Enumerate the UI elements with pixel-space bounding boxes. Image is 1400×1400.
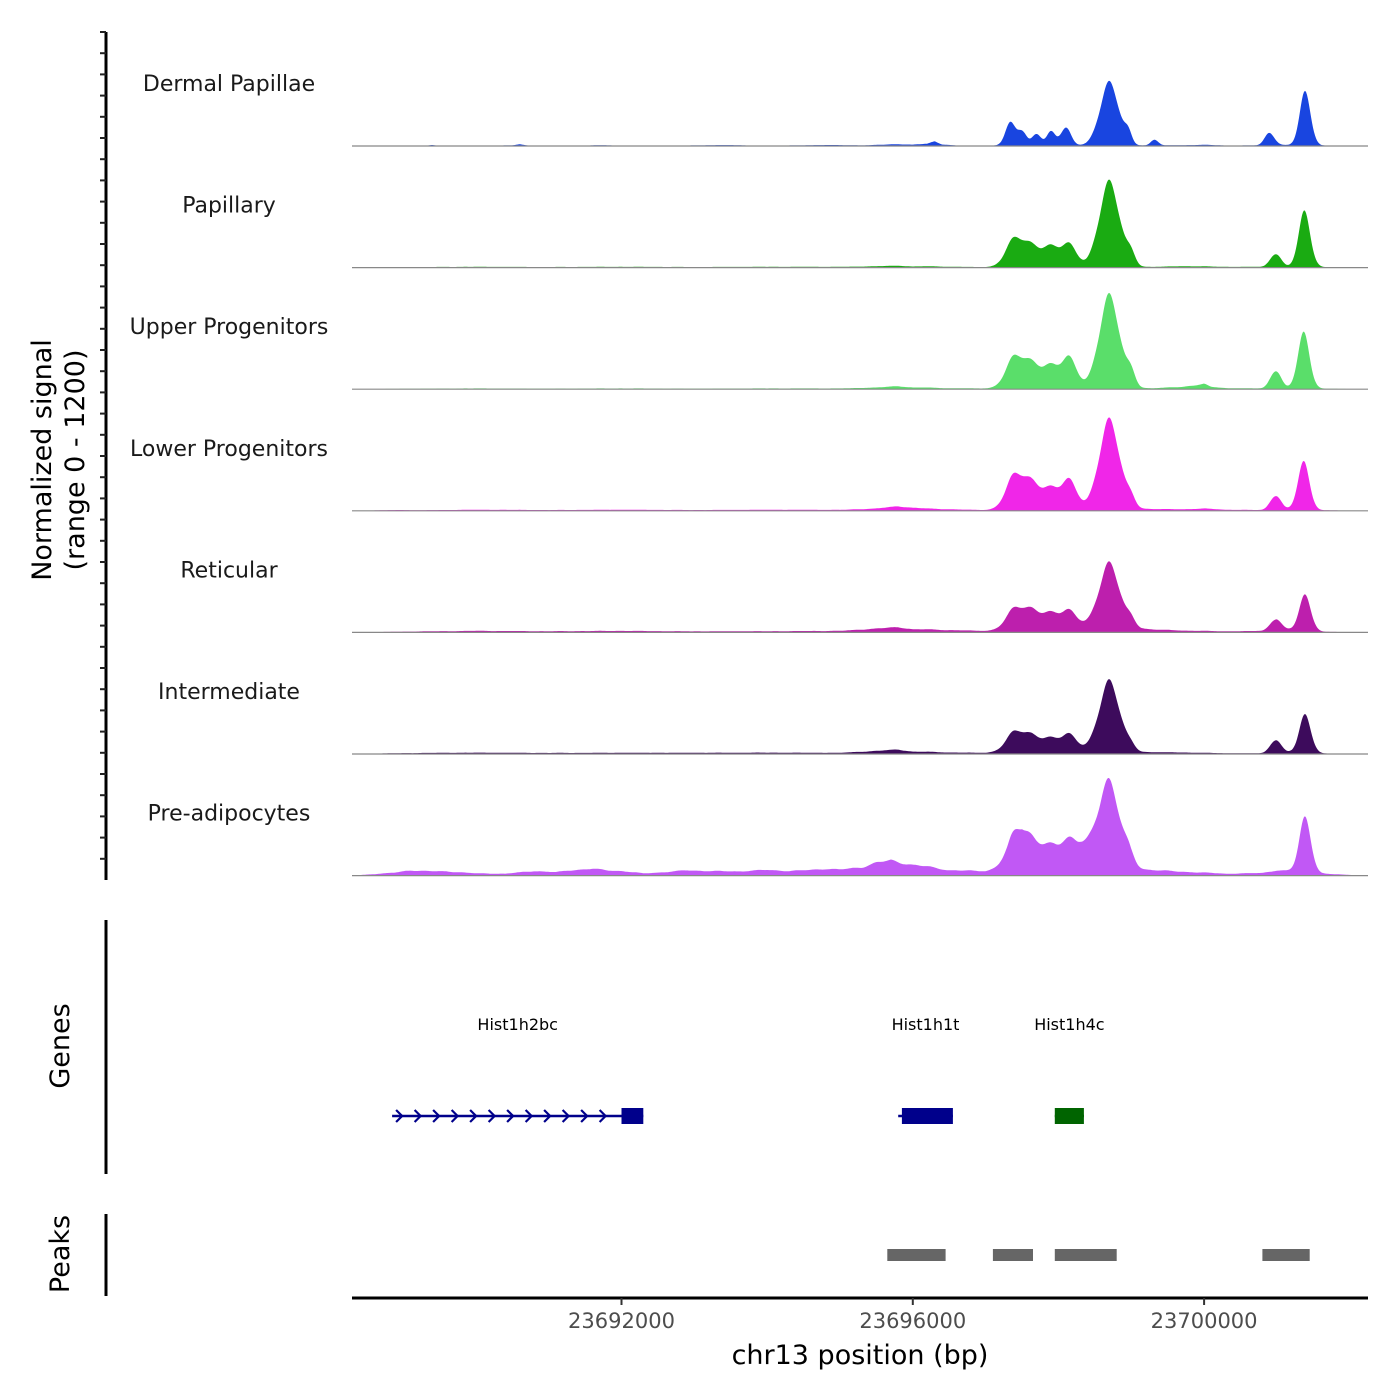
- peaks-axis-title: Peaks: [45, 1215, 76, 1293]
- track-label: Pre-adipocytes: [148, 802, 311, 827]
- strand-arrow: [432, 1109, 441, 1123]
- x-axis: 23692000 23696000 23700000: [352, 1296, 1368, 1333]
- signal-area: [352, 179, 1368, 268]
- gene-label: Hist1h2bc: [477, 1015, 558, 1034]
- gene-exon: [1054, 1108, 1084, 1124]
- strand-arrow: [524, 1109, 534, 1123]
- strand-arrow: [561, 1109, 571, 1123]
- strand-arrow: [469, 1109, 478, 1123]
- strand-arrow: [506, 1109, 515, 1123]
- x-tick-label: 23692000: [568, 1309, 675, 1333]
- signal-area: [352, 778, 1368, 876]
- x-tick-label: 23700000: [1151, 1309, 1258, 1333]
- y-axis-title-line-1: Normalized signal: [27, 339, 58, 581]
- gene-label: Hist1h1t: [892, 1015, 960, 1034]
- peak-region: [1054, 1249, 1117, 1261]
- peak-region: [992, 1249, 1033, 1261]
- signal-area: [352, 679, 1368, 754]
- signal-area: [352, 561, 1368, 633]
- gene-hist1h2bc: Hist1h2bc: [392, 1015, 644, 1124]
- gene-exon: [621, 1108, 644, 1124]
- signal-y-axis: [100, 31, 108, 880]
- x-tick-label: 23696000: [859, 1309, 966, 1333]
- track-dermal-papillae: Dermal Papillae: [143, 72, 1368, 147]
- track-label: Lower Progenitors: [130, 437, 328, 462]
- gene-exon: [901, 1108, 953, 1124]
- strand-arrow: [580, 1109, 589, 1123]
- signal-area: [352, 292, 1368, 390]
- track-lower-progenitors: Lower Progenitors: [130, 417, 1368, 512]
- peak-region: [887, 1249, 946, 1261]
- strand-arrow: [413, 1109, 423, 1123]
- track-intermediate: Intermediate: [158, 679, 1368, 755]
- y-axis-title-line-2: (range 0 - 1200): [60, 350, 91, 571]
- signal-area: [352, 80, 1368, 146]
- track-label: Papillary: [182, 194, 276, 219]
- strand-arrow: [450, 1109, 460, 1123]
- track-label: Intermediate: [158, 680, 300, 705]
- strand-arrow: [543, 1109, 552, 1123]
- track-label: Dermal Papillae: [143, 72, 315, 97]
- track-pre-adipocytes: Pre-adipocytes: [148, 778, 1368, 877]
- track-label: Reticular: [180, 558, 278, 583]
- track-papillary: Papillary: [182, 179, 1368, 269]
- strand-arrow: [395, 1109, 404, 1123]
- signal-area: [352, 417, 1368, 511]
- strand-arrow: [487, 1109, 497, 1123]
- peak-region: [1262, 1249, 1310, 1261]
- genes-axis-title: Genes: [45, 1003, 76, 1088]
- strand-arrow: [598, 1109, 608, 1123]
- peak-regions: [887, 1249, 1310, 1261]
- gene-annotations: Hist1h2bc Hist1h1t Hist1h4c: [392, 1015, 1105, 1124]
- gene-hist1h1t: Hist1h1t: [892, 1015, 960, 1124]
- track-upper-progenitors: Upper Progenitors: [130, 292, 1368, 390]
- track-label: Upper Progenitors: [130, 315, 329, 340]
- signal-tracks: Dermal Papillae Papillary Upper Progenitor…: [130, 72, 1368, 877]
- gene-hist1h4c: Hist1h4c: [1034, 1015, 1105, 1124]
- x-axis-title: chr13 position (bp): [732, 1340, 989, 1371]
- gene-label: Hist1h4c: [1034, 1015, 1104, 1034]
- track-reticular: Reticular: [180, 558, 1368, 634]
